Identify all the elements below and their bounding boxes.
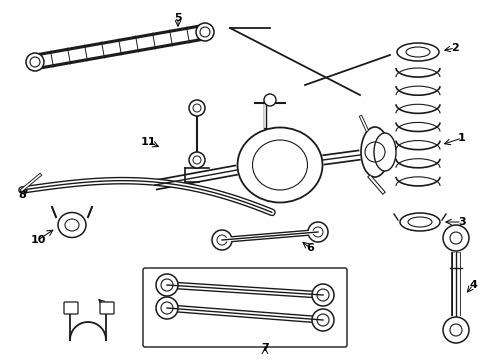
Circle shape	[312, 284, 334, 306]
Circle shape	[443, 225, 469, 251]
Ellipse shape	[238, 127, 322, 202]
Circle shape	[264, 94, 276, 106]
Text: 10: 10	[30, 235, 46, 245]
Text: 11: 11	[140, 137, 156, 147]
FancyBboxPatch shape	[143, 268, 347, 347]
FancyBboxPatch shape	[100, 302, 114, 314]
Text: 6: 6	[306, 243, 314, 253]
Text: 9: 9	[104, 303, 112, 313]
Circle shape	[156, 274, 178, 296]
Text: 3: 3	[458, 217, 466, 227]
Ellipse shape	[58, 212, 86, 238]
Circle shape	[156, 297, 178, 319]
Circle shape	[443, 317, 469, 343]
Text: 7: 7	[261, 343, 269, 353]
Text: 8: 8	[18, 190, 26, 200]
Ellipse shape	[397, 43, 439, 61]
Circle shape	[189, 152, 205, 168]
Text: 1: 1	[458, 133, 466, 143]
Circle shape	[26, 53, 44, 71]
Circle shape	[212, 230, 232, 250]
Circle shape	[196, 23, 214, 41]
Text: 2: 2	[451, 43, 459, 53]
Ellipse shape	[361, 127, 389, 177]
Ellipse shape	[400, 213, 440, 231]
Circle shape	[312, 309, 334, 331]
Ellipse shape	[374, 133, 396, 171]
FancyBboxPatch shape	[64, 302, 78, 314]
Text: 5: 5	[174, 13, 182, 23]
Text: 4: 4	[469, 280, 477, 290]
Circle shape	[189, 100, 205, 116]
Circle shape	[308, 222, 328, 242]
